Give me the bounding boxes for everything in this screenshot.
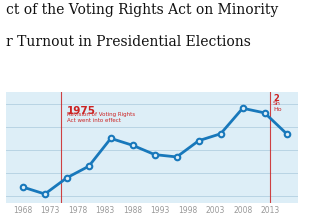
Text: 1975: 1975 xyxy=(67,106,96,116)
Text: r Turnout in Presidential Elections: r Turnout in Presidential Elections xyxy=(6,35,251,49)
Text: ct of the Voting Rights Act on Minority: ct of the Voting Rights Act on Minority xyxy=(6,3,279,17)
Text: Revision of Voting Rights: Revision of Voting Rights xyxy=(67,112,135,117)
Text: Sh: Sh xyxy=(273,101,281,106)
Text: Act went into effect: Act went into effect xyxy=(67,117,121,123)
Text: 2: 2 xyxy=(273,94,279,103)
Text: Ho: Ho xyxy=(273,107,282,112)
